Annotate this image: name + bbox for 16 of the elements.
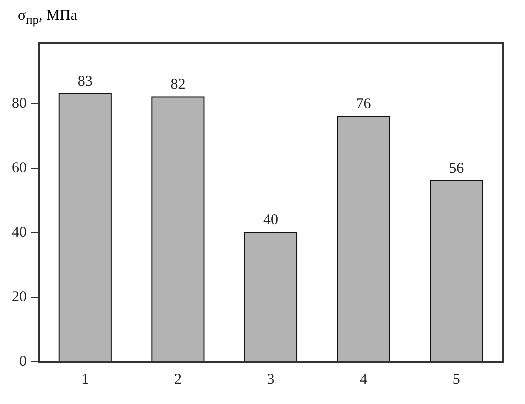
x-tick-label: 1: [82, 372, 90, 388]
data-label: 83: [78, 74, 93, 90]
y-tick-label: 60: [12, 160, 27, 177]
x-tick-label: 3: [267, 372, 275, 388]
y-axis-title: σ$_{пр}$, МПа: [17, 8, 78, 29]
data-label: 40: [264, 212, 278, 229]
data-label: 56: [449, 160, 465, 177]
y-tick-label: 40: [12, 225, 27, 242]
x-tick-label: 5: [452, 372, 460, 388]
x-tick-label: 2: [174, 372, 182, 388]
y-tick-label: 20: [12, 289, 27, 306]
y-tick-label: 0: [20, 354, 27, 370]
y-tick-label: 80: [12, 96, 27, 112]
data-label: 76: [356, 96, 372, 113]
x-tick-label: 4: [360, 372, 368, 388]
data-label: 82: [170, 77, 186, 94]
